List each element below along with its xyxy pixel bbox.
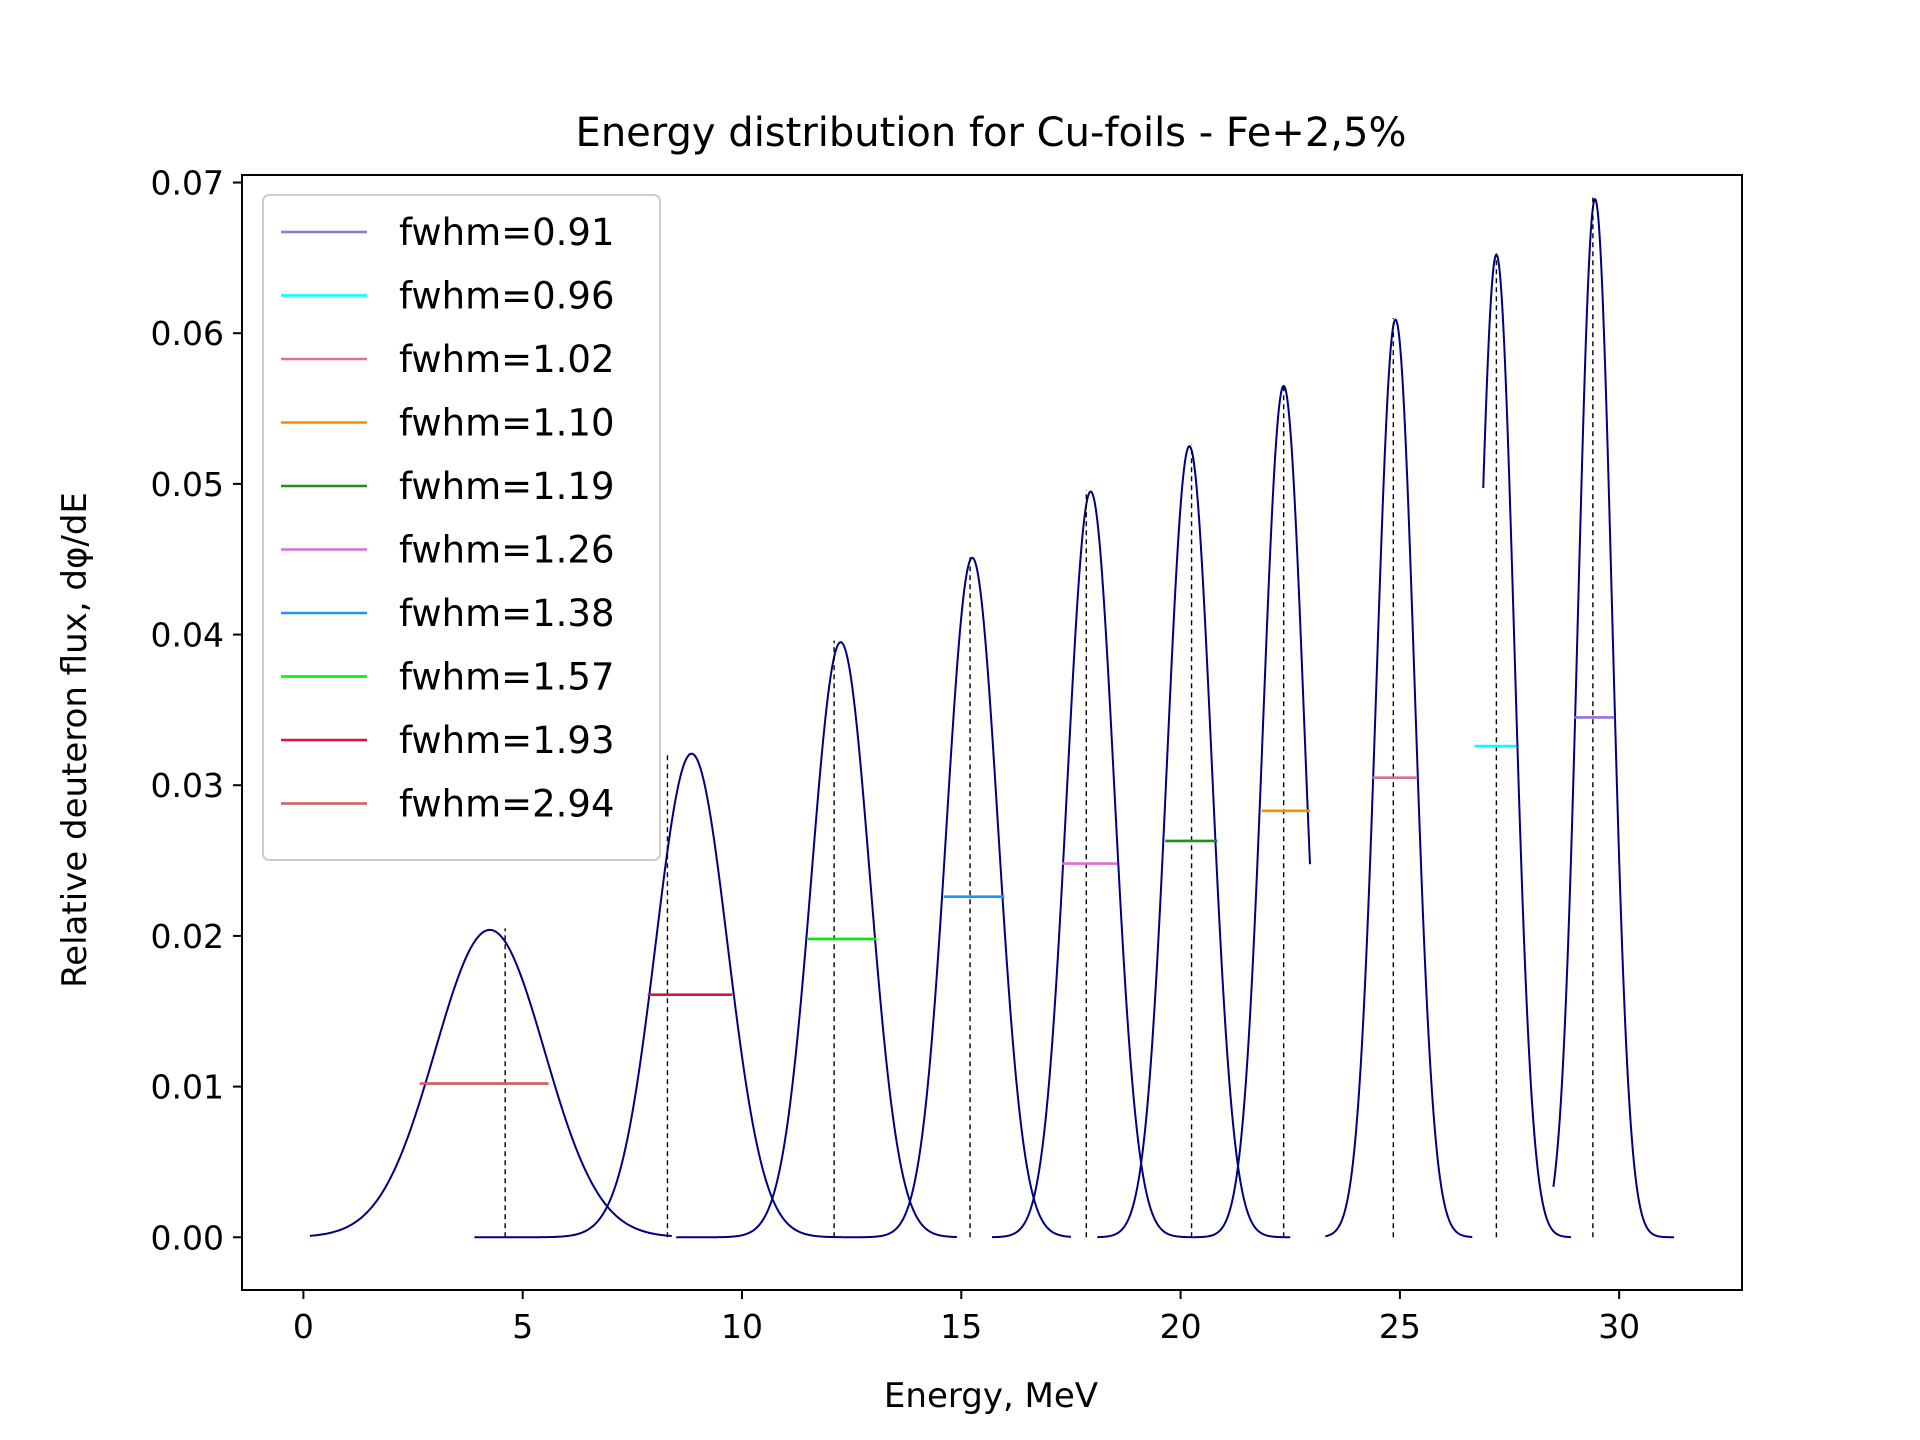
legend-entry-3: fwhm=1.10 xyxy=(399,402,615,445)
x-tick-label-0: 0 xyxy=(293,1307,314,1346)
x-tick-label-4: 20 xyxy=(1160,1307,1202,1346)
y-axis-label: Relative deuteron flux, dφ/dE xyxy=(55,492,95,988)
series-curve-4 xyxy=(991,490,1194,1239)
series-curve-5 xyxy=(1097,444,1291,1239)
y-tick-label-5: 0.05 xyxy=(151,465,224,504)
series-curve-8 xyxy=(1482,253,1571,1239)
legend-entry-0: fwhm=0.91 xyxy=(399,211,615,254)
x-tick-label-1: 5 xyxy=(512,1307,533,1346)
series-curve-9 xyxy=(1552,197,1675,1239)
legend-entry-4: fwhm=1.19 xyxy=(399,465,615,508)
chart-title: Energy distribution for Cu-foils - Fe+2,… xyxy=(576,110,1407,156)
legend-entry-9: fwhm=2.94 xyxy=(399,783,615,826)
y-tick-label-4: 0.04 xyxy=(151,616,224,655)
x-tick-label-6: 30 xyxy=(1598,1307,1640,1346)
y-tick-label-0: 0.00 xyxy=(151,1218,224,1257)
y-tick-label-3: 0.03 xyxy=(151,766,224,805)
series-curve-6 xyxy=(1193,384,1311,1239)
x-tick-label-5: 25 xyxy=(1379,1307,1421,1346)
legend-box xyxy=(262,194,661,861)
legend-entry-5: fwhm=1.26 xyxy=(399,529,615,572)
y-tick-label-1: 0.01 xyxy=(151,1068,224,1107)
legend-entry-8: fwhm=1.93 xyxy=(399,719,615,762)
y-tick-label-2: 0.02 xyxy=(151,917,224,956)
y-tick-label-7: 0.07 xyxy=(151,164,224,203)
legend-entry-7: fwhm=1.57 xyxy=(399,656,615,699)
x-tick-label-3: 15 xyxy=(940,1307,982,1346)
series-curve-1 xyxy=(474,752,843,1239)
legend-entry-2: fwhm=1.02 xyxy=(399,338,615,381)
legend-entry-1: fwhm=0.96 xyxy=(399,275,615,318)
data-layer xyxy=(309,197,1675,1239)
y-tick-label-6: 0.06 xyxy=(151,314,224,353)
axis-ticks: 0 5 10 15 20 25 30 0.00 0.01 0.02 0.03 0.04 0.05 0.06… xyxy=(151,164,1641,1346)
series-curve-0 xyxy=(309,928,672,1238)
legend: fwhm=0.91 fwhm=0.96 fwhm=1.02 fwhm=1.10 fwhm… xyxy=(262,194,661,861)
legend-entry-6: fwhm=1.38 xyxy=(399,592,615,635)
axes-frame xyxy=(241,174,1743,1291)
x-axis-label: Energy, MeV xyxy=(884,1376,1098,1416)
plot-area xyxy=(241,174,1743,1291)
series-curve-7 xyxy=(1325,318,1473,1238)
x-tick-label-2: 10 xyxy=(721,1307,763,1346)
series-curve-3 xyxy=(842,556,1072,1239)
